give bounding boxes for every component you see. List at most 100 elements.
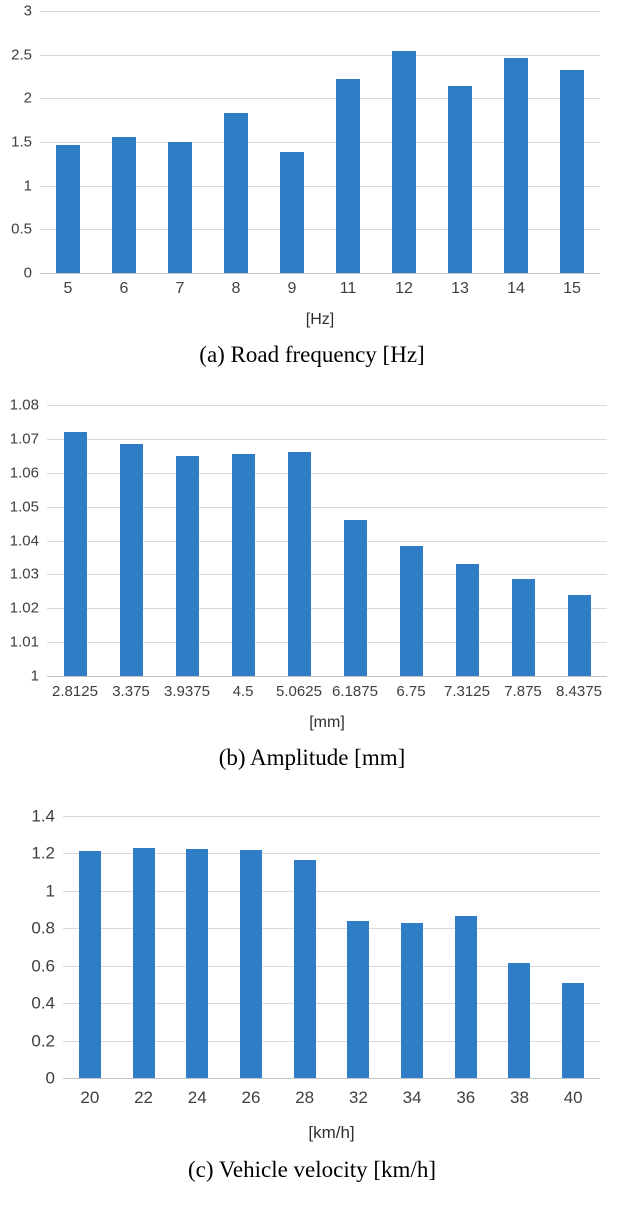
bar-cell <box>208 11 264 273</box>
y-axis-tick-label: 3 <box>23 2 32 20</box>
right-margin <box>600 816 624 1078</box>
bar-cell <box>264 11 320 273</box>
bar <box>224 113 248 273</box>
y-axis-tick-label: 1.03 <box>9 565 39 583</box>
bar-chart-amplitude: 1 1.01 1.02 1.03 1.04 1.05 1.06 1.07 1.08 2.8125… <box>0 398 624 710</box>
y-axis-tick-label: 1.02 <box>9 599 39 617</box>
x-axis-spacer <box>0 273 40 307</box>
bar-cell <box>383 405 439 676</box>
bar <box>560 69 584 273</box>
gridline <box>40 98 600 100</box>
y-axis-tick-label: 0.8 <box>31 918 55 938</box>
bar <box>168 142 192 273</box>
bar <box>63 432 87 676</box>
bar <box>293 859 316 1078</box>
bar <box>448 86 472 273</box>
x-axis-tick-label: 22 <box>134 1088 154 1107</box>
bar <box>280 152 304 273</box>
y-axis-tick-label: 1 <box>45 881 55 901</box>
y-axis-tick-label: 2 <box>23 89 32 107</box>
bar-cell <box>96 11 152 273</box>
y-axis-tick-label: 1.01 <box>9 633 39 651</box>
gridline <box>40 54 600 56</box>
x-axis-tick-label: 38 <box>510 1088 529 1107</box>
x-axis-spacer <box>600 1078 624 1118</box>
bar <box>56 144 80 273</box>
bar <box>508 962 531 1078</box>
y-axis-tick-label: 1.05 <box>9 498 39 516</box>
bar <box>186 848 209 1078</box>
bar-cell <box>63 816 117 1078</box>
figure-road-frequency: 0 0.5 1 1.5 2 2.5 3 5 6 7 8 9 11 12 13 14 15 [Hz] (a) R… <box>0 4 624 377</box>
gridline <box>40 273 600 274</box>
x-axis-tick-label: 5.0625 <box>276 683 322 700</box>
x-axis-tick-label: 11 <box>339 280 357 297</box>
right-margin <box>600 11 624 273</box>
bar-cell <box>495 405 551 676</box>
x-axis: 20 22 24 26 28 32 34 36 38 40 <box>63 1078 600 1118</box>
x-axis-tick-label: 3.375 <box>112 683 150 700</box>
x-axis-tick-label: 34 <box>402 1088 422 1107</box>
y-axis-tick-label: 2.5 <box>11 46 32 64</box>
y-axis-tick-label: 1.08 <box>9 396 39 414</box>
bar-chart-vehicle-velocity: 0 0.2 0.4 0.6 0.8 1 1.2 1.4 20 22 24 26 28 32 34 36 38 4… <box>0 808 624 1118</box>
gridline <box>47 676 607 677</box>
gridline <box>47 574 607 576</box>
x-axis-unit-label: [km/h] <box>308 1123 355 1142</box>
gridline <box>40 142 600 143</box>
right-margin <box>607 405 624 676</box>
bar <box>455 564 479 676</box>
gridline <box>47 642 607 644</box>
chart-caption: (a) Road frequency [Hz] <box>199 342 425 367</box>
gridline <box>63 890 600 892</box>
gridline <box>47 506 607 508</box>
bar <box>336 79 360 273</box>
bar <box>112 136 136 273</box>
y-axis-tick-label: 1.2 <box>31 843 55 863</box>
chart-caption: (c) Vehicle velocity [km/h] <box>187 1157 436 1182</box>
bar-cell <box>493 816 547 1078</box>
x-axis-tick-label: 20 <box>80 1088 100 1107</box>
bar-chart-road-frequency: 0 0.5 1 1.5 2 2.5 3 5 6 7 8 9 11 12 13 14 15 <box>0 4 624 307</box>
x-axis-tick-label: 28 <box>295 1088 315 1107</box>
figure-vehicle-velocity: 0 0.2 0.4 0.6 0.8 1 1.2 1.4 20 22 24 26 28 32 34 36 38 4… <box>0 808 624 1192</box>
bar <box>78 850 101 1078</box>
y-axis: 0 0.5 1 1.5 2 2.5 3 <box>0 4 40 281</box>
bars-layer <box>47 405 607 676</box>
bar-cell <box>432 11 488 273</box>
y-axis-tick-label: 1 <box>30 667 39 685</box>
chart-caption: (b) Amplitude [mm] <box>218 745 406 770</box>
y-axis-tick-label: 1 <box>23 177 32 195</box>
y-axis-tick-label: 0.2 <box>31 1031 55 1051</box>
x-axis-unit-label: [Hz] <box>305 311 335 328</box>
x-axis: 5 6 7 8 9 11 12 13 14 15 <box>40 273 600 307</box>
gridline <box>47 438 607 440</box>
gridline <box>63 928 600 930</box>
bar <box>392 50 416 273</box>
x-axis-tick-label: 6.75 <box>396 683 426 700</box>
bar-cell <box>439 816 493 1078</box>
gridline <box>63 816 600 817</box>
bar-cell <box>332 816 386 1078</box>
bar-cell <box>215 405 271 676</box>
bar <box>401 922 424 1078</box>
y-axis-tick-label: 0 <box>23 264 32 282</box>
bars-layer <box>63 816 600 1078</box>
x-axis-tick-label: 4.5 <box>232 683 254 700</box>
gridline <box>63 1003 600 1005</box>
bar-cell <box>152 11 208 273</box>
bar-cell <box>47 405 103 676</box>
y-axis-tick-label: 0 <box>45 1068 55 1088</box>
gridline <box>47 405 607 406</box>
bar <box>454 916 477 1078</box>
y-axis-tick-label: 0.4 <box>31 993 55 1013</box>
x-axis-tick-label: 8 <box>231 280 241 297</box>
figure-amplitude: 1 1.01 1.02 1.03 1.04 1.05 1.06 1.07 1.08 2.8125… <box>0 398 624 780</box>
x-axis-tick-label: 12 <box>395 280 413 297</box>
y-axis-tick-label: 1.04 <box>9 532 39 549</box>
bar-cell <box>439 405 495 676</box>
x-axis-tick-label: 9 <box>287 280 297 297</box>
x-axis-tick-label: 14 <box>507 280 525 297</box>
x-axis-tick-label: 40 <box>563 1088 583 1107</box>
y-axis-tick-label: 1.4 <box>31 806 55 826</box>
